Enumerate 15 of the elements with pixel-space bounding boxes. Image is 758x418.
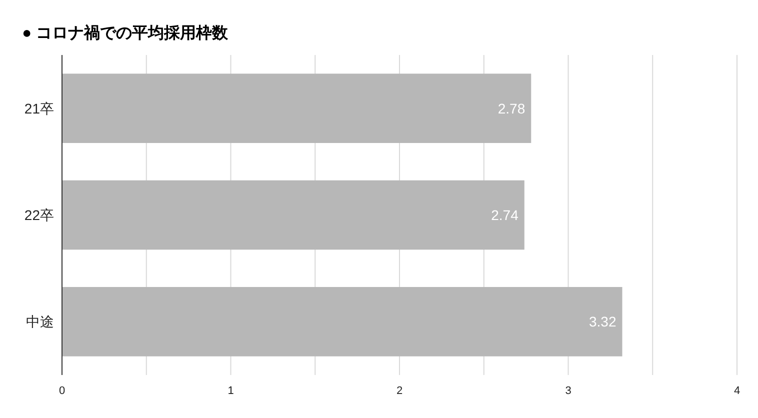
chart-title: ● コロナ禍での平均採用枠数 bbox=[22, 24, 230, 42]
bar bbox=[62, 180, 524, 250]
x-tick-label: 4 bbox=[734, 385, 740, 397]
y-tick-label: 21卒 bbox=[24, 100, 54, 116]
data-label: 3.32 bbox=[589, 314, 616, 330]
y-tick-label: 中途 bbox=[26, 314, 54, 330]
x-tick-label: 2 bbox=[396, 385, 403, 397]
bar bbox=[62, 74, 532, 143]
x-tick-label: 3 bbox=[565, 385, 572, 397]
x-tick-label: 0 bbox=[58, 385, 66, 397]
x-tick-label: 1 bbox=[228, 385, 234, 397]
data-label: 2.78 bbox=[498, 100, 526, 116]
bar bbox=[62, 287, 622, 356]
y-tick-label: 22卒 bbox=[24, 207, 54, 223]
data-label: 2.74 bbox=[491, 207, 519, 223]
